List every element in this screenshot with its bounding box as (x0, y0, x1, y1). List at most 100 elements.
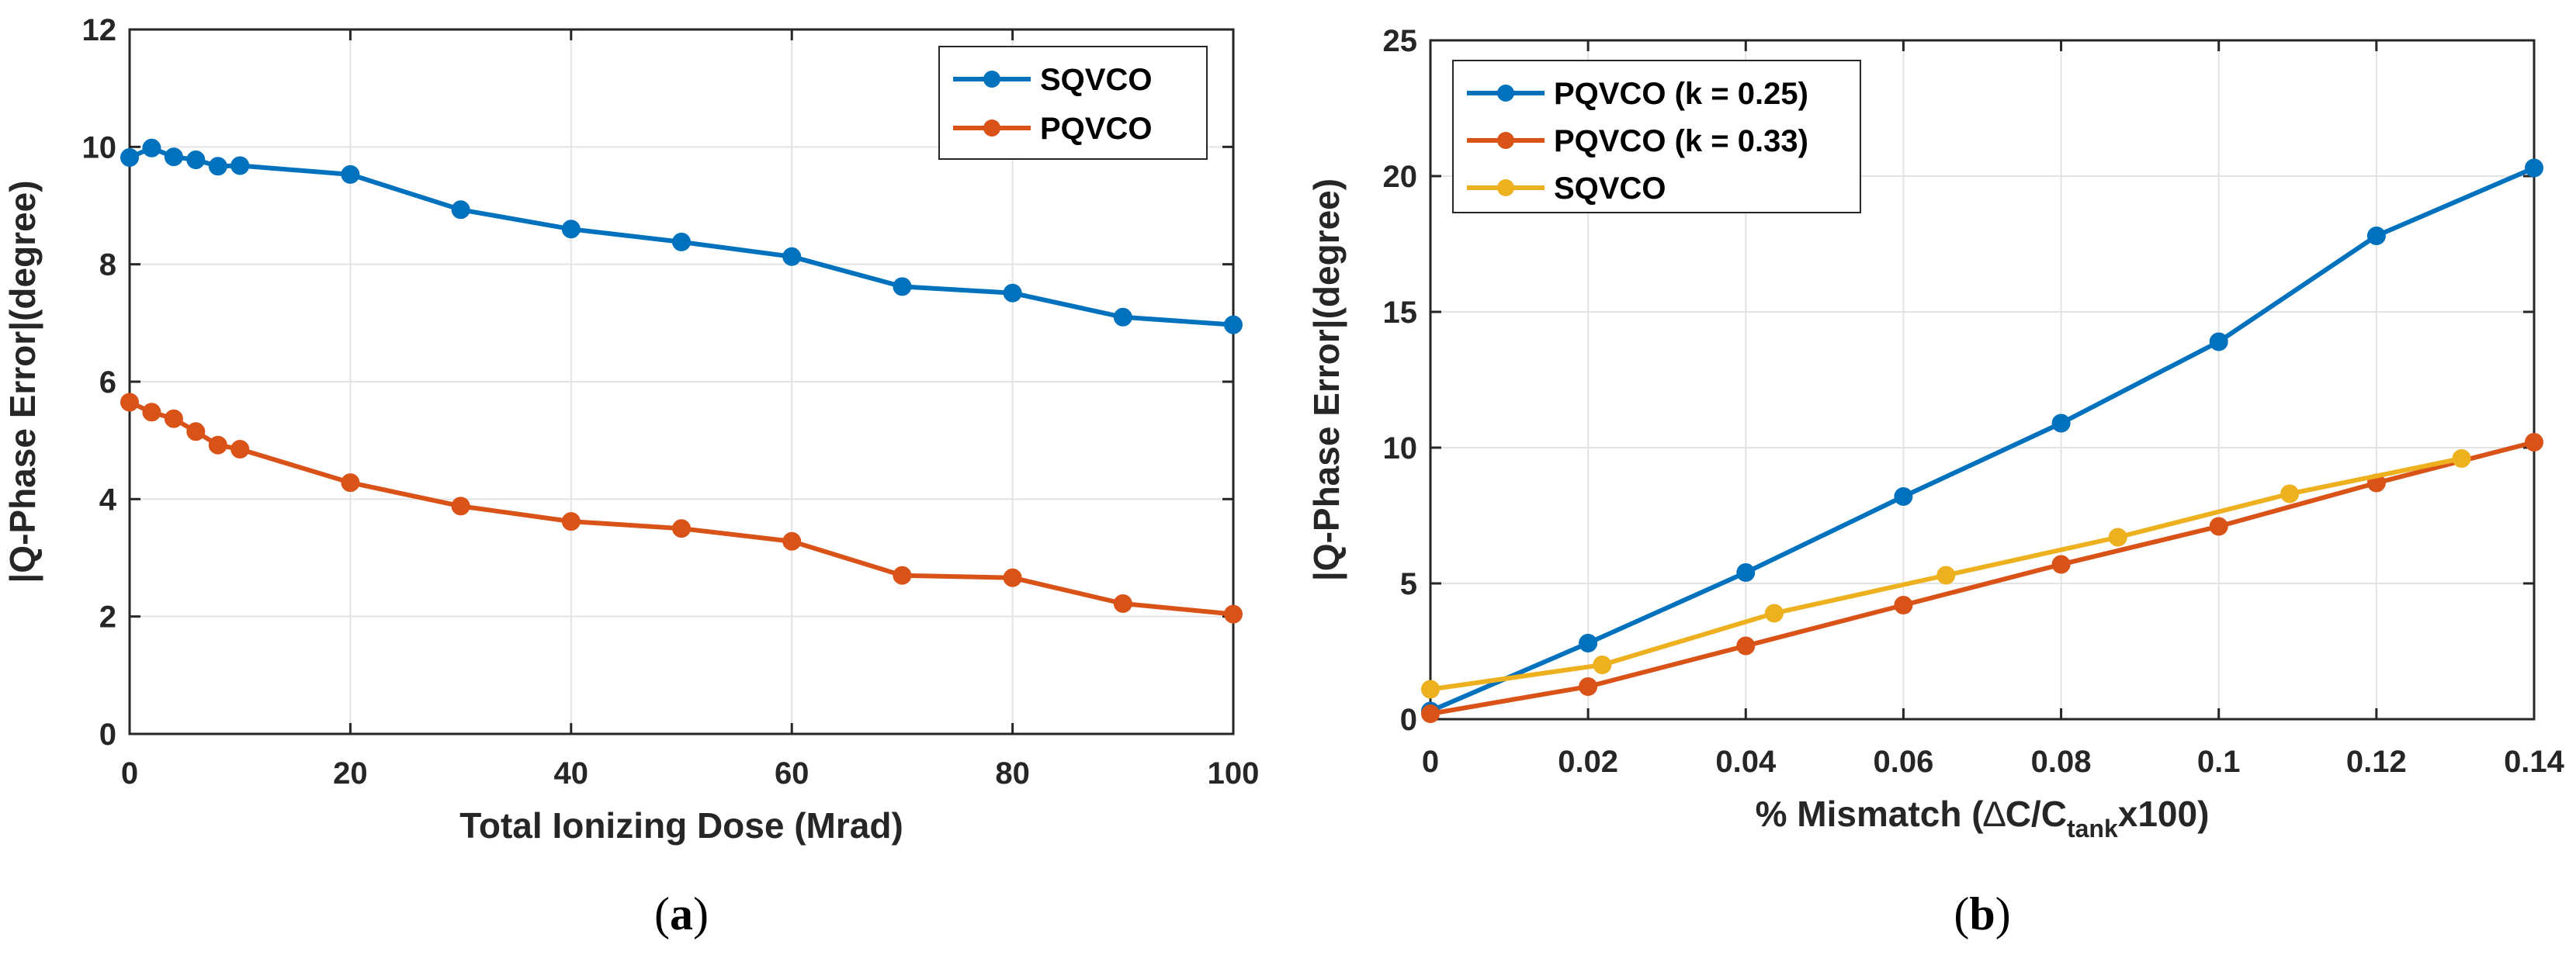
data-point (1894, 596, 1913, 614)
x-axis-label-mid: C/C (2006, 794, 2067, 834)
panel-caption-close: ) (1995, 888, 2011, 940)
series-line (1429, 165, 2536, 714)
y-tick-label: 15 (1383, 296, 1418, 330)
data-point (208, 157, 227, 176)
data-point (208, 435, 227, 455)
x-tick-label: 0.1 (2197, 745, 2241, 779)
data-point (451, 497, 470, 516)
data-point (231, 440, 250, 459)
y-tick-label: 5 (1400, 567, 1417, 601)
data-point (2452, 449, 2471, 468)
y-tick-label: 4 (99, 483, 117, 517)
panel-caption: (b) (1954, 888, 2010, 940)
legend-label: PQVCO (k = 0.25) (1554, 77, 1808, 111)
y-tick-label: 6 (99, 365, 116, 400)
y-tick-label: 25 (1383, 24, 1418, 58)
data-point (1936, 566, 1956, 585)
panel-caption: (a) (654, 888, 709, 940)
y-tick-label: 10 (82, 130, 117, 164)
data-point (2051, 555, 2071, 574)
x-tick-label: 0 (121, 756, 138, 791)
data-point (1736, 563, 1756, 582)
data-point (186, 422, 206, 441)
data-point (2525, 433, 2543, 452)
data-point (341, 473, 360, 493)
legend-marker (983, 119, 1000, 137)
legend-marker (1497, 132, 1514, 149)
x-tick-label: 0.12 (2346, 745, 2407, 779)
data-point (2051, 414, 2071, 433)
legend-marker (983, 71, 1000, 88)
chart-panel-a: 0 20 40 60 80 100 0 2 4 6 8 10 12 |Q-Phase Error|(deg… (2, 13, 1259, 940)
data-point (1003, 283, 1022, 303)
y-tick-label: 20 (1383, 160, 1418, 194)
data-point (164, 409, 183, 428)
x-axis-label-suffix: x100) (2118, 794, 2210, 834)
data-point (782, 531, 802, 551)
data-point (186, 151, 206, 169)
data-point (561, 512, 581, 531)
x-tick-label: 0.14 (2504, 745, 2565, 779)
legend-marker (1497, 179, 1514, 196)
x-tick-label: 100 (1208, 756, 1260, 791)
data-point (1224, 604, 1243, 624)
data-point (1113, 307, 1132, 327)
data-point (893, 566, 912, 585)
x-axis-label-delta: ∆ (1984, 794, 2006, 834)
chart-panel-b: 0 0.02 0.04 0.06 0.08 0.1 0.12 0.14 0 5 10 15 20 25 |Q… (1306, 24, 2565, 940)
panel-caption-letter: a (670, 888, 693, 940)
data-point (1113, 594, 1132, 613)
x-tick-label: 0 (1422, 745, 1439, 779)
x-axis-label: % Mismatch (∆C/Ctankx100) (1756, 794, 2210, 843)
data-point (341, 164, 360, 184)
data-point (1764, 604, 1784, 623)
data-point (2209, 517, 2228, 536)
data-point (2366, 227, 2386, 245)
axes-box (1429, 39, 2536, 721)
data-point (2108, 528, 2127, 547)
panel-caption-close: ) (693, 888, 709, 940)
data-point (1593, 656, 1612, 674)
y-tick-label: 0 (99, 718, 116, 752)
panel-caption-text: ( (654, 888, 670, 940)
y-axis-label: |Q-Phase Error|(degree) (1306, 178, 1347, 581)
data-point (1579, 677, 1598, 696)
legend-label: PQVCO (1040, 112, 1152, 146)
panel-caption-text: ( (1954, 888, 1969, 940)
data-point (1003, 568, 1022, 587)
y-tick-label: 0 (1400, 703, 1417, 737)
x-tick-label: 40 (554, 756, 589, 791)
data-point (1421, 680, 1440, 699)
y-tick-label: 12 (82, 13, 117, 47)
data-point (2280, 484, 2300, 503)
x-tick-label: 0.08 (2031, 745, 2092, 779)
x-tick-label: 20 (333, 756, 368, 791)
data-point (142, 403, 161, 422)
data-point (1224, 315, 1243, 334)
data-point (1579, 634, 1598, 652)
x-tick-label: 0.04 (1715, 745, 1777, 779)
data-point (164, 147, 183, 167)
data-point (2525, 158, 2543, 178)
data-point (561, 220, 581, 239)
y-tick-label: 10 (1383, 431, 1418, 465)
legend-label: SQVCO (1554, 171, 1666, 206)
y-tick-label: 8 (99, 248, 116, 282)
x-axis-label-prefix: % Mismatch ( (1756, 794, 1985, 834)
y-tick-label: 2 (99, 600, 116, 635)
panel-caption-letter: b (1969, 888, 1995, 940)
data-point (672, 232, 691, 251)
x-axis-label-subscript: tank (2067, 815, 2118, 843)
data-point (1421, 704, 1440, 723)
data-point (782, 247, 802, 266)
legend-box (938, 46, 1208, 160)
legend-label: SQVCO (1040, 63, 1152, 97)
data-point (893, 277, 912, 296)
x-tick-label: 0.06 (1873, 745, 1933, 779)
data-point (142, 138, 161, 157)
data-point (672, 519, 691, 538)
data-point (120, 148, 139, 167)
series-line (1430, 440, 2535, 716)
x-axis-label: Total Ionizing Dose (Mrad) (459, 805, 903, 846)
